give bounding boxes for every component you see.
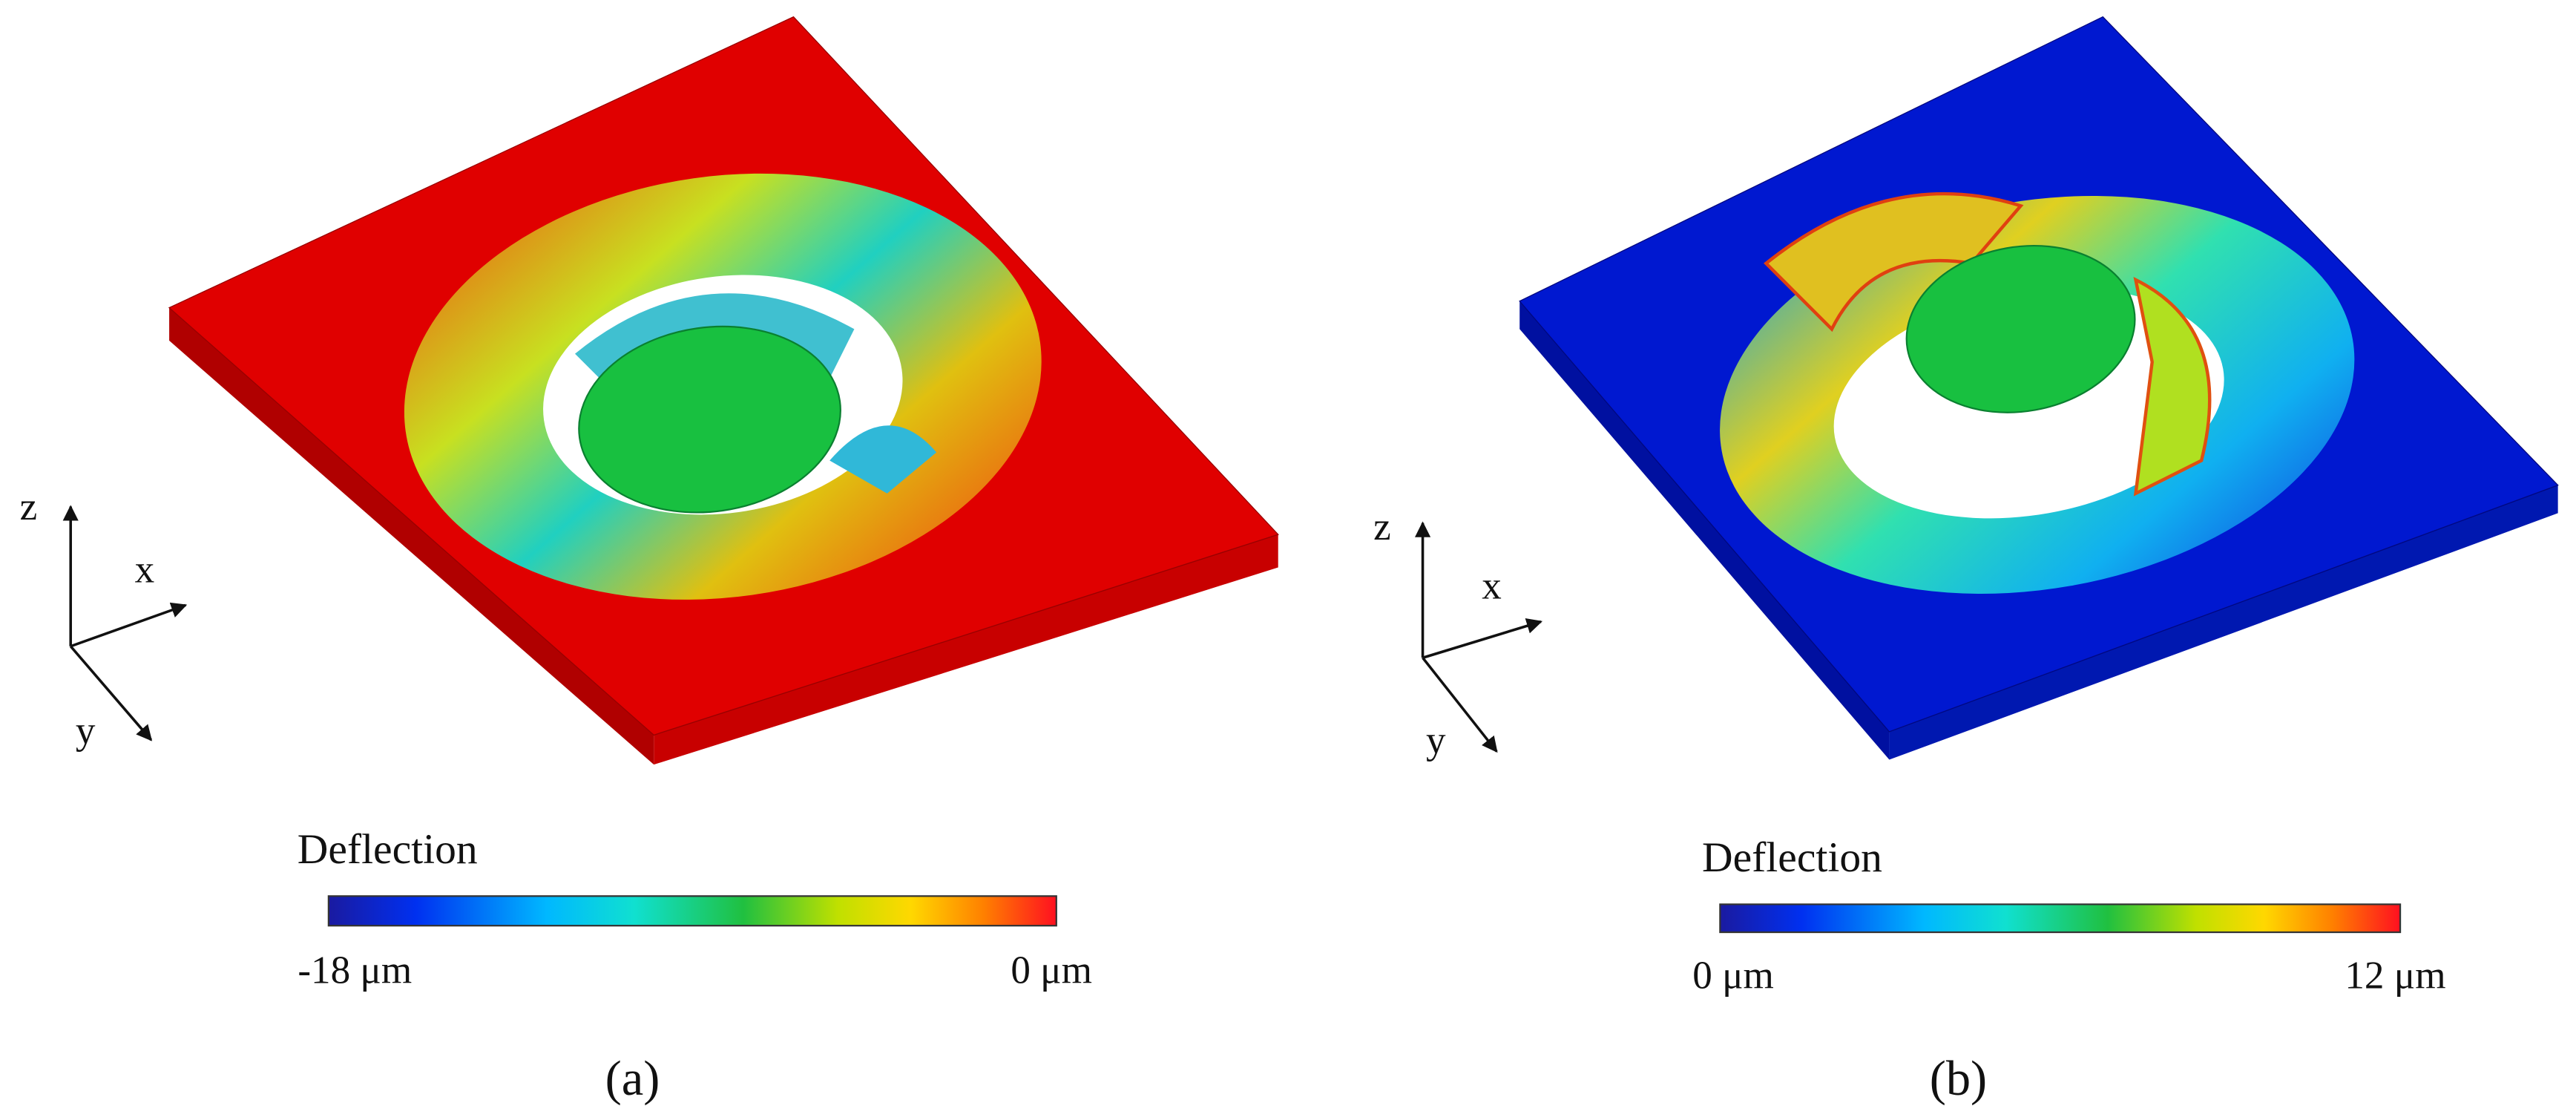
x-label: x [1482,565,1502,608]
x-arrow [70,602,188,648]
caption-b: (b) [1930,1052,1987,1106]
caption-a: (a) [605,1052,660,1106]
colorbar [1719,903,2402,934]
z-label: z [1373,505,1391,548]
y-arrow [69,645,153,741]
y-label: y [76,709,96,752]
colorbar-title: Deflection [298,826,478,873]
colorbar-max: 0 μm [1011,949,1092,992]
colorbar-title: Deflection [1702,834,1882,881]
colorbar-min: -18 μm [298,949,412,992]
plate-a [168,16,1279,765]
y-arrow [1422,657,1498,753]
y-label: y [1426,719,1446,762]
plate-b [1519,16,2559,760]
x-arrow [1422,618,1543,659]
colorbar-max: 12 μm [2345,954,2445,997]
colorbar [327,895,1057,927]
colorbar-a: Deflection -18 μm 0 μm [298,826,1092,992]
colorbar-min: 0 μm [1692,954,1774,997]
z-label: z [20,485,38,528]
x-label: x [135,548,155,591]
axis-triad-b: z x y [1373,505,1543,762]
colorbar-b: Deflection 0 μm 12 μm [1692,834,2445,997]
axis-triad-a: z x y [20,485,188,752]
